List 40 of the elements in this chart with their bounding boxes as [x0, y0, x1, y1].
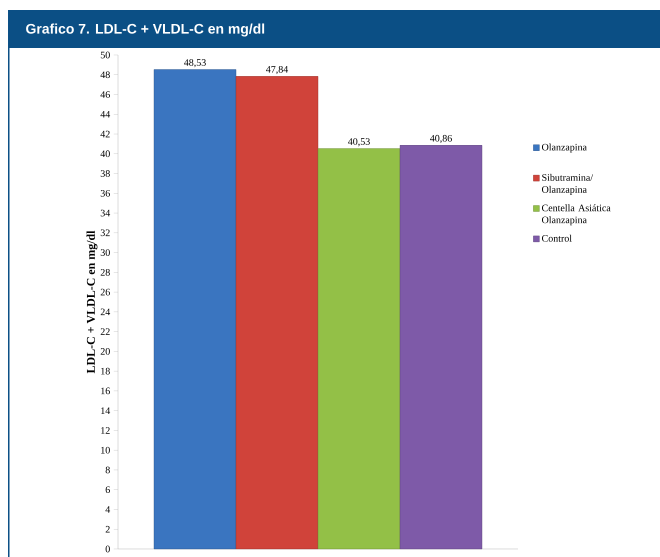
y-tick-label: 10 — [101, 446, 110, 454]
legend-label: Olanzapina — [542, 144, 587, 153]
y-tick-label: 12 — [101, 427, 110, 434]
y-tick-label: 6 — [106, 486, 110, 494]
bar — [318, 148, 400, 550]
y-tick-label: 18 — [101, 368, 110, 375]
y-tick-label: 44 — [100, 110, 110, 118]
legend-label: Sibutramina/ Olanzapina — [542, 174, 594, 195]
y-tick-label: 36 — [100, 190, 110, 197]
y-tick-label: 2 — [106, 526, 110, 533]
y-tick-label: 48 — [100, 71, 110, 78]
bar — [154, 69, 236, 550]
data-label: 47,84 — [266, 66, 288, 74]
y-tick-label: 32 — [100, 229, 110, 236]
y-tick-label: 30 — [100, 249, 110, 256]
y-axis-title: LDL-C + VLDL-C en mg/dl — [86, 230, 98, 374]
data-label: 48,53 — [184, 59, 206, 68]
legend-label: Control — [542, 234, 572, 242]
y-tick-label: 42 — [100, 130, 110, 138]
y-tick-label: 16 — [101, 388, 110, 394]
y-tick-label: 40 — [100, 150, 110, 158]
y-tick-label: 4 — [105, 506, 110, 513]
legend-label: Centella Asiática Olanzapina — [542, 204, 611, 226]
y-tick-label: 34 — [100, 210, 110, 216]
bar — [236, 76, 318, 550]
data-label: 40,53 — [348, 138, 370, 146]
y-tick-label: 8 — [106, 466, 110, 474]
y-tick-label: 26 — [100, 288, 110, 296]
y-tick-label: 38 — [100, 170, 110, 177]
y-tick-label: 14 — [101, 407, 110, 414]
bar — [400, 145, 482, 550]
y-tick-label: 20 — [100, 348, 110, 355]
y-tick-label: 28 — [100, 268, 110, 276]
y-tick-label: 46 — [100, 91, 110, 98]
y-tick-label: 24 — [100, 308, 110, 316]
data-label: 40,86 — [430, 134, 452, 144]
y-tick-label: 22 — [100, 328, 110, 335]
chart-title: Grafico 7. LDL-C + VLDL-C en mg/dl — [26, 23, 264, 37]
y-tick-label: 50 — [100, 52, 110, 58]
y-tick-label: 0 — [106, 546, 110, 552]
